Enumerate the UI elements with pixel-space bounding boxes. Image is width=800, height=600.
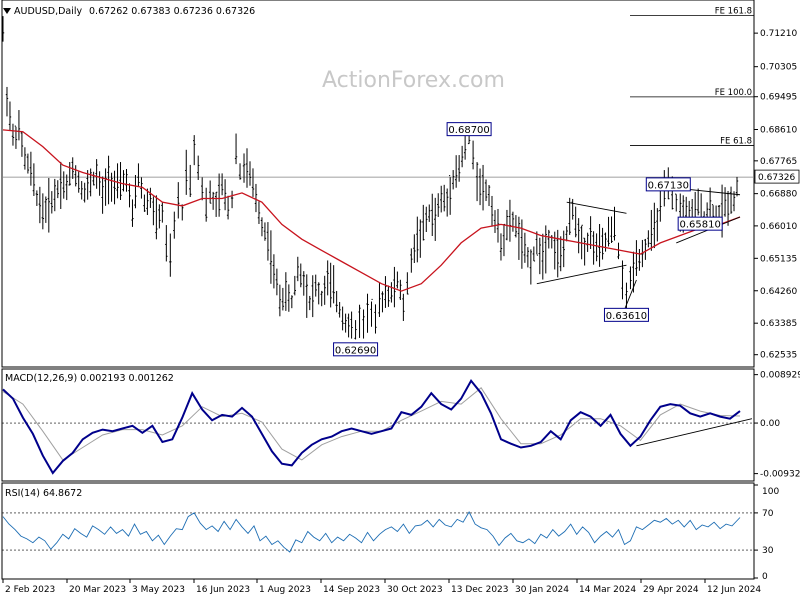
price-y-tick-label: 0.67765 [760,157,797,167]
price-y-tick-label: 0.62535 [760,351,797,361]
rsi-label: RSI(14) 64.8672 [5,488,82,499]
x-tick-label: 30 Jan 2024 [515,585,569,595]
price-y-tick-label: 0.66880 [760,190,797,200]
price-trendline [536,264,627,285]
price-annotation-box [603,307,649,322]
x-tick-label: 1 Aug 2023 [259,585,311,595]
x-tick-label: 14 Mar 2024 [579,585,636,595]
price-trendline [624,279,637,310]
x-axis: 2 Feb 2023 20 Mar 2023 3 May 2023 16 Jun 20… [2,579,761,595]
price-annotation-box [333,342,379,357]
price-annotation-label: 0.68700 [448,125,489,136]
price-annotation-box [446,122,492,137]
fe-level-label: FE 161.8 [715,6,752,16]
price-annotation-label: 0.62690 [335,345,376,356]
price-panel: 0.71210 0.70305 0.69495 0.68610 0.67765 0.668… [1,6,800,361]
x-tick-label: 14 Sep 2023 [323,585,380,595]
rsi-panel-frame [1,482,755,580]
price-y-tick-label: 0.68610 [760,126,797,136]
price-annotation-label: 0.65810 [679,220,720,231]
x-tick-label: 12 Jun 2024 [707,585,761,595]
macd-label: MACD(12,26,9) 0.002193 0.001262 [5,373,174,384]
rsi-panel: RSI(14) 64.8672 100 70 30 0 [2,484,779,582]
x-tick-label: 3 May 2023 [132,585,185,595]
price-y-tick-label: 0.69495 [760,93,797,103]
x-tick-label: 20 Mar 2023 [69,585,126,595]
macd-line [2,379,741,475]
macd-y-tick-label: -0.009321 [760,470,800,480]
x-tick-label: 13 Dec 2023 [451,585,509,595]
macd-signal-line [2,387,741,461]
header-triangle-icon [3,8,11,14]
price-y-tick-label: 0.70305 [760,63,797,73]
x-tick-label: 29 Apr 2024 [643,585,699,595]
x-tick-label: 16 Jun 2023 [196,585,250,595]
macd-panel-frame [1,368,755,482]
x-tick-label: 2 Feb 2023 [5,585,55,595]
rsi-y-tick-label: 70 [762,509,774,519]
x-tick-label: 30 Oct 2023 [387,585,443,595]
header-symbol: AUDUSD,Daily [14,6,83,17]
watermark: ActionForex.com [322,68,505,93]
macd-y-tick-label: 0.00 [760,419,780,429]
price-y-tick-label: 0.65135 [760,254,797,264]
macd-y-tick-label: 0.008929 [760,371,800,381]
price-annotation-box [677,216,723,231]
header-ohlc: 0.67262 0.67383 0.67236 0.67326 [89,6,255,17]
price-trendline [566,201,627,214]
macd-panel: MACD(12,26,9) 0.002193 0.001262 0.008929 0… [2,371,800,480]
moving-average-line [2,129,741,292]
rsi-line [2,511,741,553]
rsi-y-tick-label: 0 [762,572,768,582]
chart-header: AUDUSD,Daily 0.67262 0.67383 0.67236 0.6… [3,6,255,17]
price-annotation-label: 0.67130 [648,180,689,191]
rsi-y-tick-label: 30 [762,546,774,556]
rsi-y-tick-label: 100 [762,487,779,497]
current-price-box [754,169,800,184]
price-y-tick-label: 0.63385 [760,319,797,329]
price-y-tick-label: 0.66010 [760,222,797,232]
price-annotation-box [645,177,691,192]
fe-level-label: FE 61.8 [720,136,752,146]
price-y-tick-label: 0.64260 [760,287,797,297]
current-price-label: 0.67326 [758,173,795,183]
price-annotation-label: 0.63610 [606,311,647,322]
fe-level-label: FE 100.0 [715,88,752,98]
macd-trendline [636,418,753,447]
price-panel-frame [1,0,755,368]
price-y-tick-label: 0.71210 [760,29,797,39]
